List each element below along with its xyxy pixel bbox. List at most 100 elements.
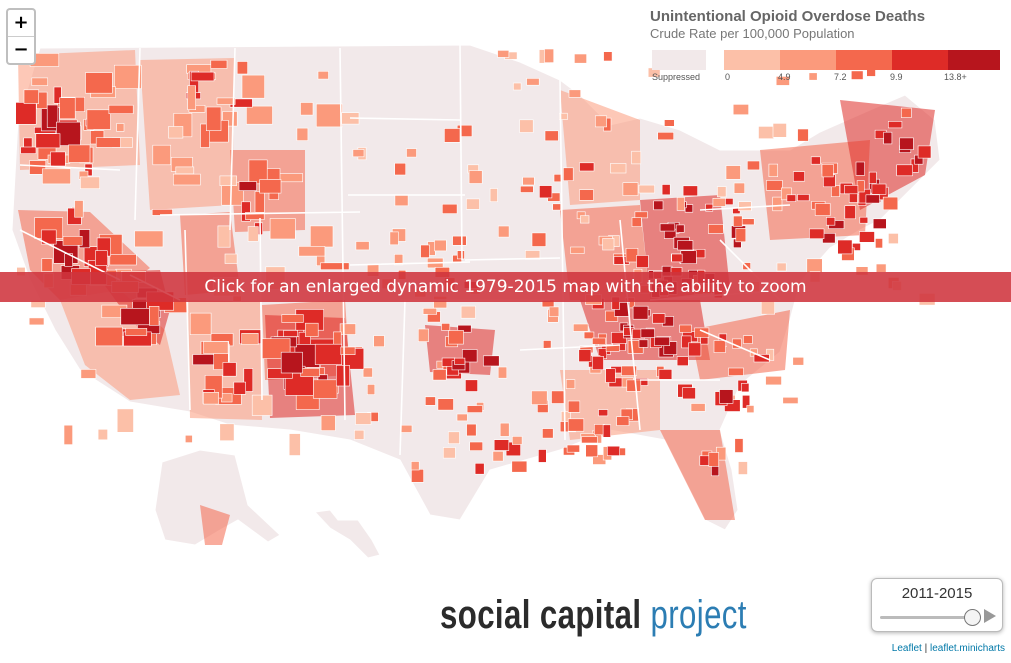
county-cell[interactable] [733, 182, 745, 194]
county-cell[interactable] [634, 211, 648, 219]
county-cell[interactable] [466, 198, 480, 210]
county-cell[interactable] [766, 180, 783, 191]
county-cell[interactable] [511, 460, 528, 473]
county-cell[interactable] [457, 324, 472, 333]
county-cell[interactable] [192, 354, 215, 366]
county-cell[interactable] [241, 332, 259, 345]
county-cell[interactable] [411, 468, 424, 483]
county-cell[interactable] [441, 203, 458, 214]
county-cell[interactable] [492, 450, 504, 462]
county-cell[interactable] [636, 255, 649, 268]
county-cell[interactable] [224, 253, 238, 264]
county-cell[interactable] [300, 368, 320, 377]
county-cell[interactable] [728, 367, 744, 376]
county-cell[interactable] [542, 428, 554, 439]
county-cell[interactable] [362, 367, 373, 378]
county-cell[interactable] [314, 343, 343, 365]
county-cell[interactable] [320, 415, 336, 431]
zoom-out-button[interactable]: − [8, 36, 34, 63]
county-cell[interactable] [152, 144, 172, 166]
county-cell[interactable] [461, 349, 478, 363]
county-cell[interactable] [622, 182, 639, 196]
county-cell[interactable] [742, 394, 751, 409]
county-cell[interactable] [339, 323, 357, 335]
county-cell[interactable] [355, 412, 372, 425]
county-cell[interactable] [335, 365, 350, 387]
county-cell[interactable] [200, 123, 210, 148]
county-cell[interactable] [149, 305, 160, 326]
county-cell[interactable] [760, 300, 776, 315]
county-cell[interactable] [85, 72, 113, 94]
county-cell[interactable] [602, 238, 615, 251]
county-cell[interactable] [544, 130, 559, 142]
county-cell[interactable] [246, 105, 273, 125]
county-cell[interactable] [281, 314, 304, 323]
county-cell[interactable] [497, 50, 510, 58]
county-cell[interactable] [95, 250, 108, 266]
county-cell[interactable] [456, 250, 465, 260]
county-cell[interactable] [671, 253, 683, 263]
county-cell[interactable] [566, 444, 580, 453]
county-cell[interactable] [603, 51, 613, 62]
county-cell[interactable] [797, 128, 809, 142]
county-cell[interactable] [610, 163, 627, 174]
county-cell[interactable] [592, 337, 606, 345]
county-cell[interactable] [531, 390, 548, 405]
county-cell[interactable] [497, 225, 510, 238]
county-cell[interactable] [432, 369, 447, 381]
county-cell[interactable] [753, 354, 770, 363]
county-cell[interactable] [513, 82, 522, 91]
county-cell[interactable] [424, 396, 436, 406]
county-cell[interactable] [578, 349, 592, 363]
county-cell[interactable] [84, 163, 93, 177]
county-cell[interactable] [580, 215, 590, 224]
county-cell[interactable] [690, 403, 706, 412]
county-cell[interactable] [598, 409, 609, 417]
county-cell[interactable] [62, 236, 83, 246]
county-cell[interactable] [29, 160, 47, 175]
county-cell[interactable] [602, 424, 611, 438]
county-cell[interactable] [775, 76, 790, 86]
county-cell[interactable] [298, 246, 326, 257]
county-cell[interactable] [394, 162, 407, 176]
county-cell[interactable] [772, 196, 783, 212]
county-cell[interactable] [583, 331, 595, 339]
county-cell[interactable] [631, 150, 642, 165]
county-cell[interactable] [259, 179, 282, 194]
county-cell[interactable] [605, 368, 616, 383]
county-cell[interactable] [682, 387, 696, 400]
county-cell[interactable] [187, 85, 196, 110]
county-cell[interactable] [352, 149, 365, 158]
county-cell[interactable] [389, 231, 399, 246]
county-cell[interactable] [288, 433, 301, 456]
county-cell[interactable] [221, 393, 233, 403]
county-cell[interactable] [574, 53, 587, 64]
time-slider-handle[interactable] [964, 609, 981, 626]
leaflet-link[interactable]: Leaflet [891, 643, 922, 654]
county-cell[interactable] [497, 366, 508, 379]
county-cell[interactable] [278, 173, 304, 183]
region-michigan-wisconsin[interactable] [560, 90, 640, 205]
county-cell[interactable] [511, 436, 523, 445]
time-slider-track[interactable] [880, 616, 972, 619]
county-cell[interactable] [469, 441, 484, 451]
county-cell[interactable] [900, 107, 912, 118]
county-cell[interactable] [466, 423, 477, 437]
county-cell[interactable] [548, 306, 560, 317]
county-cell[interactable] [719, 389, 734, 404]
county-cell[interactable] [116, 408, 134, 433]
county-cell[interactable] [468, 170, 483, 184]
county-cell[interactable] [734, 438, 744, 453]
county-cell[interactable] [63, 424, 73, 445]
county-cell[interactable] [741, 382, 750, 393]
county-cell[interactable] [74, 200, 84, 218]
county-cell[interactable] [675, 224, 685, 233]
county-cell[interactable] [444, 128, 461, 143]
county-cell[interactable] [676, 356, 689, 367]
county-cell[interactable] [355, 241, 370, 251]
county-cell[interactable] [713, 340, 726, 353]
county-cell[interactable] [552, 203, 562, 211]
county-cell[interactable] [222, 362, 237, 377]
county-cell[interactable] [460, 305, 476, 319]
county-cell[interactable] [80, 369, 97, 379]
